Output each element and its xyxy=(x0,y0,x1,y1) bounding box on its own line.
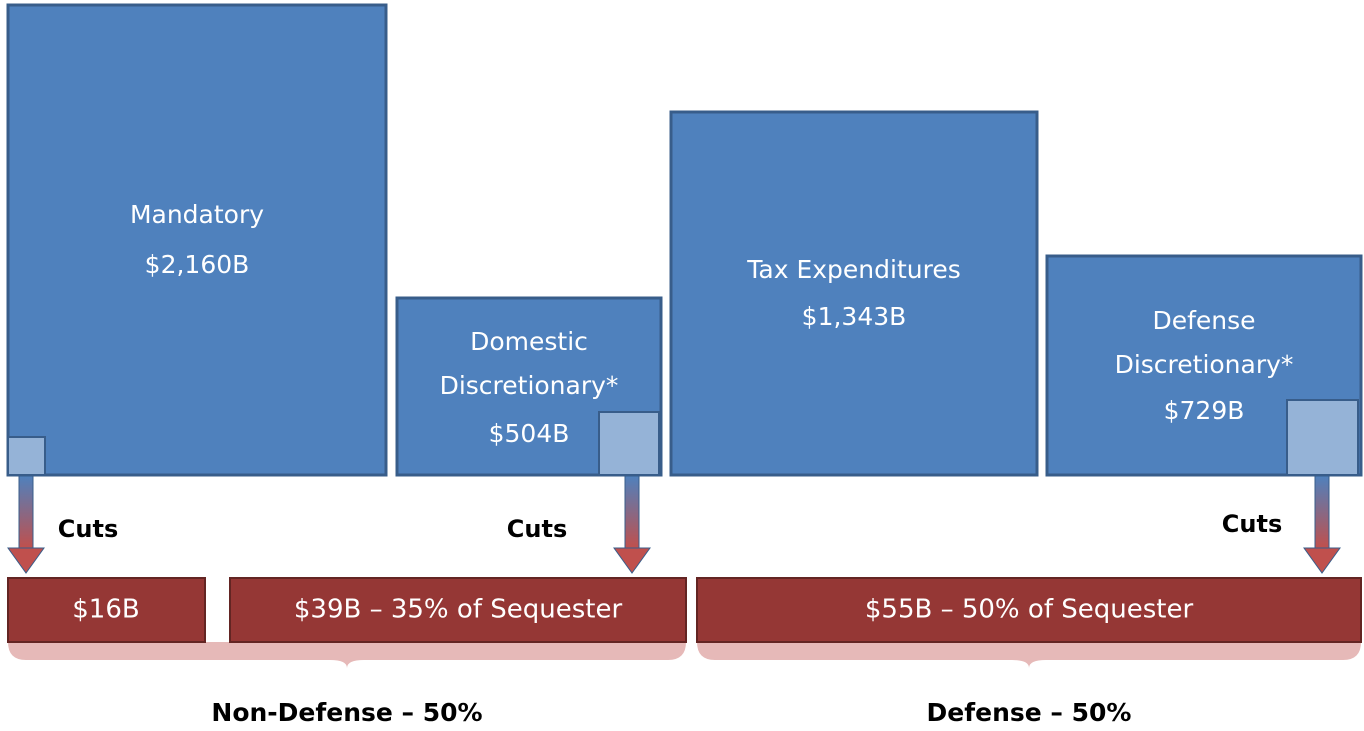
box-label: Discretionary* xyxy=(440,371,619,400)
bar-label: $39B – 35% of Sequester xyxy=(294,595,623,625)
cut-square xyxy=(1286,399,1359,476)
cut-square xyxy=(7,436,46,476)
bar-label: $55B – 50% of Sequester xyxy=(865,595,1194,625)
arrow xyxy=(7,475,45,574)
cuts-label: Cuts xyxy=(1222,510,1282,538)
cut-bar xyxy=(7,577,206,643)
cut-square xyxy=(598,411,660,476)
box-label: Defense xyxy=(1152,306,1255,335)
box-label: $504B xyxy=(489,419,570,448)
tax-box xyxy=(669,110,1039,477)
box-label: Tax Expenditures xyxy=(746,255,960,284)
arrow xyxy=(613,475,651,574)
box-label: $1,343B xyxy=(802,302,907,331)
cuts-label: Cuts xyxy=(507,515,567,543)
cut-bar xyxy=(696,577,1362,643)
box-label: Domestic xyxy=(470,327,588,356)
brace xyxy=(8,642,686,668)
arrow xyxy=(1303,475,1341,574)
bar-label: $16B xyxy=(72,595,139,625)
box-label: $729B xyxy=(1164,396,1245,425)
box-label: $2,160B xyxy=(145,250,250,279)
group-label: Defense – 50% xyxy=(927,698,1132,727)
cut-bar xyxy=(229,577,687,643)
group-label: Non-Defense – 50% xyxy=(211,698,482,727)
box-label: Discretionary* xyxy=(1115,350,1294,379)
brace xyxy=(697,642,1361,668)
box-label: Mandatory xyxy=(130,200,264,229)
mandatory-box xyxy=(6,3,388,477)
cuts-label: Cuts xyxy=(58,515,118,543)
